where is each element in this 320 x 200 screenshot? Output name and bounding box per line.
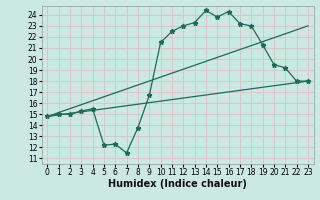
X-axis label: Humidex (Indice chaleur): Humidex (Indice chaleur) [108,179,247,189]
